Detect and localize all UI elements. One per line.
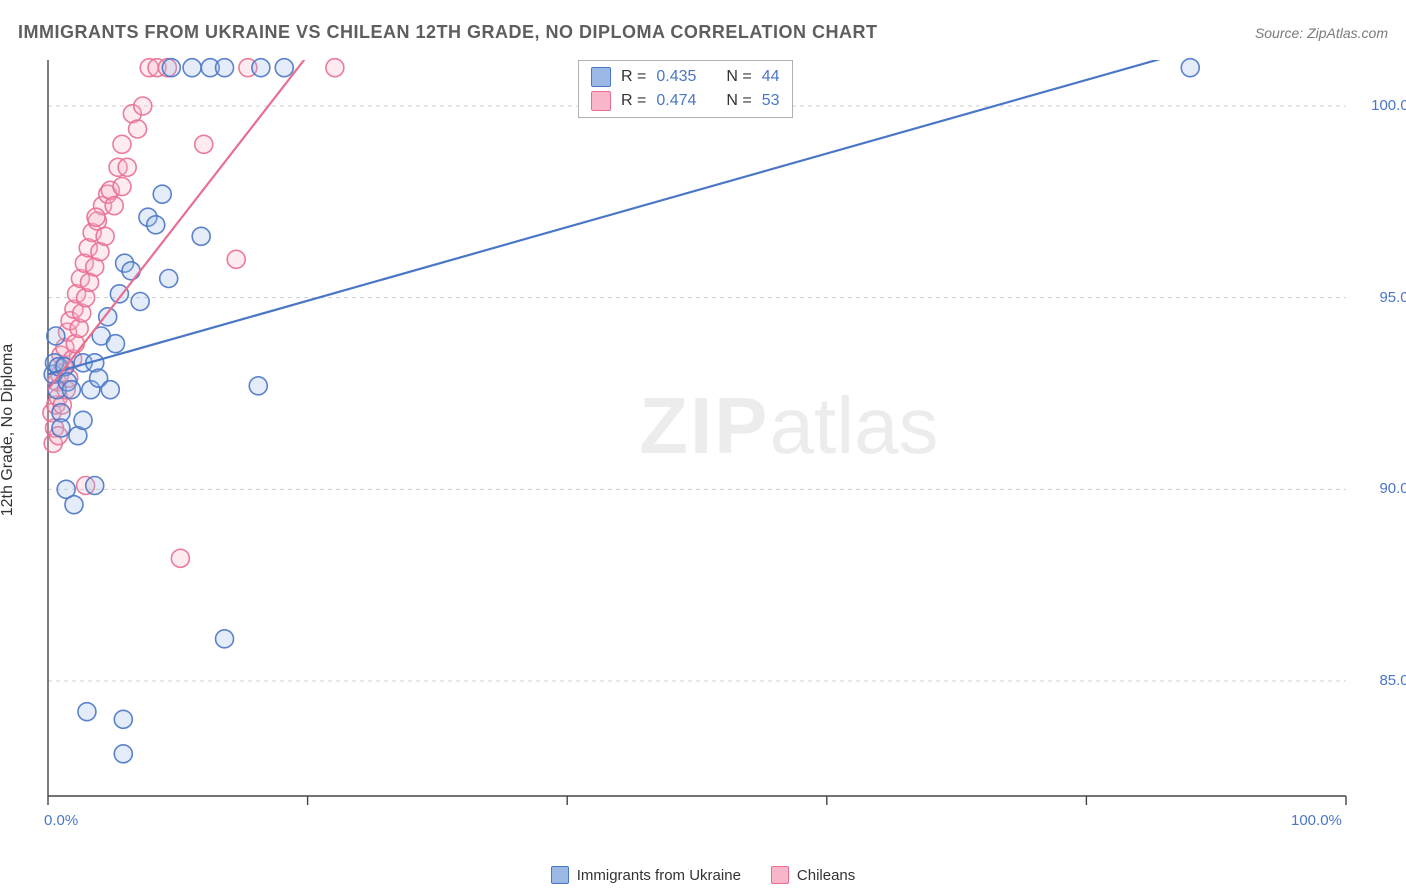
swatch-chileans-icon <box>771 866 789 884</box>
page-root: IMMIGRANTS FROM UKRAINE VS CHILEAN 12TH … <box>0 0 1406 892</box>
stat-r-value: 0.435 <box>656 68 696 86</box>
scatter-chart <box>42 56 1382 832</box>
legend-label-ukraine: Immigrants from Ukraine <box>577 867 741 884</box>
stat-n-value: 53 <box>762 92 780 110</box>
y-tick-label: 100.0% <box>1352 97 1406 114</box>
stat-swatch-icon <box>591 91 611 111</box>
chart-title: IMMIGRANTS FROM UKRAINE VS CHILEAN 12TH … <box>18 22 878 43</box>
stat-swatch-icon <box>591 67 611 87</box>
stat-r-label: R = <box>621 92 646 110</box>
stat-n-value: 44 <box>762 68 780 86</box>
stat-row-chileans: R = 0.474 N = 53 <box>591 89 780 113</box>
stat-row-ukraine: R = 0.435 N = 44 <box>591 65 780 89</box>
x-tick-label: 0.0% <box>44 812 78 829</box>
legend-item-ukraine: Immigrants from Ukraine <box>551 866 741 884</box>
stat-n-label: N = <box>726 92 751 110</box>
legend-item-chileans: Chileans <box>771 866 855 884</box>
header-row: IMMIGRANTS FROM UKRAINE VS CHILEAN 12TH … <box>18 22 1388 43</box>
stat-r-label: R = <box>621 68 646 86</box>
legend-label-chileans: Chileans <box>797 867 855 884</box>
y-tick-label: 90.0% <box>1352 480 1406 497</box>
source-credit: Source: ZipAtlas.com <box>1255 25 1388 41</box>
plot-area <box>42 56 1382 832</box>
x-tick-label: 100.0% <box>1291 812 1342 829</box>
correlation-stat-box: R = 0.435 N = 44 R = 0.474 N = 53 <box>578 60 793 118</box>
y-axis-label: 12th Grade, No Diploma <box>0 344 17 517</box>
swatch-ukraine-icon <box>551 866 569 884</box>
y-tick-label: 85.0% <box>1352 672 1406 689</box>
bottom-legend: Immigrants from Ukraine Chileans <box>0 866 1406 884</box>
stat-n-label: N = <box>726 68 751 86</box>
y-tick-label: 95.0% <box>1352 289 1406 306</box>
stat-r-value: 0.474 <box>656 92 696 110</box>
